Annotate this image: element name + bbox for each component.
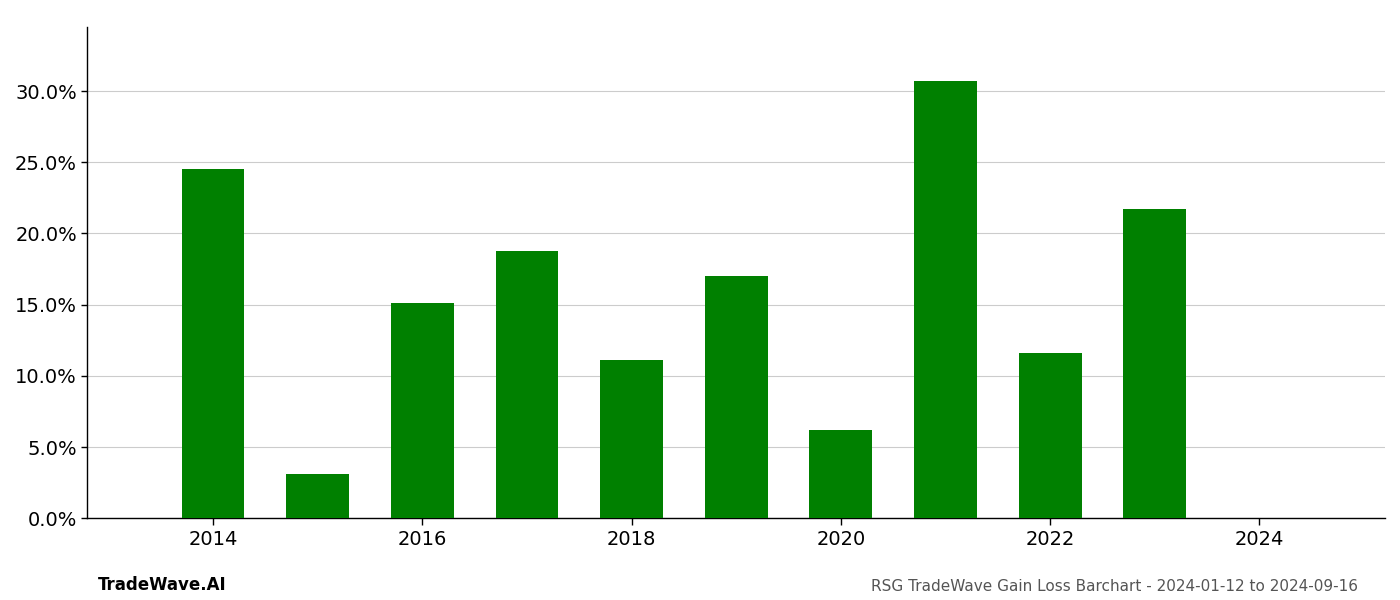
Bar <box>391 303 454 518</box>
Bar <box>809 430 872 518</box>
Bar <box>286 474 349 518</box>
Bar <box>1123 209 1186 518</box>
Bar <box>704 276 767 518</box>
Bar <box>182 169 245 518</box>
Bar <box>601 360 664 518</box>
Bar <box>496 251 559 518</box>
Bar <box>1019 353 1082 518</box>
Bar <box>914 81 977 518</box>
Text: TradeWave.AI: TradeWave.AI <box>98 576 227 594</box>
Text: RSG TradeWave Gain Loss Barchart - 2024-01-12 to 2024-09-16: RSG TradeWave Gain Loss Barchart - 2024-… <box>871 579 1358 594</box>
